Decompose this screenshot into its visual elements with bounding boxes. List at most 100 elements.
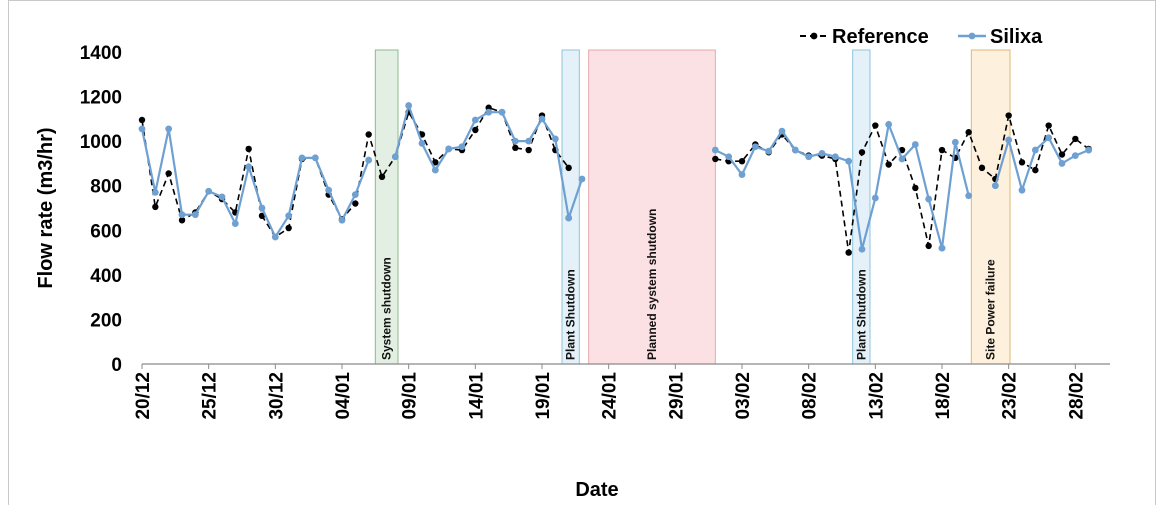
x-tick-label: 29/01 xyxy=(666,372,687,420)
data-point xyxy=(898,146,906,154)
x-tick-label: 20/12 xyxy=(133,372,154,420)
series-line xyxy=(714,120,944,250)
x-tick-label: 28/02 xyxy=(1066,372,1087,420)
data-point xyxy=(138,125,146,133)
x-tick-label: 25/12 xyxy=(200,372,221,420)
data-point xyxy=(991,182,999,190)
y-tick-label: 1200 xyxy=(80,88,122,109)
data-point xyxy=(525,137,533,145)
data-point xyxy=(165,125,173,133)
data-point xyxy=(405,102,413,109)
data-point xyxy=(925,195,933,203)
x-tick-label: 14/01 xyxy=(466,372,487,420)
data-point xyxy=(458,143,466,151)
y-tick-label: 400 xyxy=(90,266,122,287)
data-point xyxy=(791,146,799,154)
chart-frame xyxy=(8,0,1156,505)
data-point xyxy=(578,175,586,183)
data-point xyxy=(872,122,879,129)
legend: Reference Silixa xyxy=(800,26,1043,48)
data-point xyxy=(885,161,892,168)
legend-swatch-marker xyxy=(810,32,818,40)
series-silixa xyxy=(138,101,1093,253)
x-tick-label: 24/01 xyxy=(600,372,621,420)
y-tick-label: 200 xyxy=(90,310,122,331)
series-line xyxy=(141,106,570,239)
data-point xyxy=(365,156,373,164)
x-axis-title: Date xyxy=(575,479,618,501)
data-point xyxy=(725,153,733,161)
data-point xyxy=(738,171,746,178)
y-tick-label: 0 xyxy=(111,355,122,376)
data-point xyxy=(445,145,453,153)
data-point xyxy=(525,146,532,154)
data-point xyxy=(432,159,439,166)
annotation-label-1: Plant Shutdown xyxy=(564,269,578,360)
x-tick-label: 09/01 xyxy=(400,372,421,420)
data-point xyxy=(565,164,572,172)
data-point xyxy=(191,211,199,219)
data-point xyxy=(498,108,506,116)
data-point xyxy=(298,154,306,162)
x-tick-label: 30/12 xyxy=(266,372,287,420)
data-point xyxy=(1072,135,1079,143)
series-line xyxy=(394,101,570,219)
data-point xyxy=(471,116,479,124)
data-point xyxy=(285,212,293,220)
data-point xyxy=(845,157,853,165)
data-point xyxy=(1058,151,1066,158)
data-point xyxy=(805,153,813,161)
data-point xyxy=(885,121,893,128)
x-tick-label: 23/02 xyxy=(1000,372,1021,420)
y-tick-label: 800 xyxy=(90,177,122,198)
x-tick-label: 08/02 xyxy=(800,372,821,420)
y-tick-label: 1400 xyxy=(80,43,122,64)
data-point xyxy=(485,108,493,116)
data-point xyxy=(738,158,746,165)
data-point xyxy=(218,193,226,201)
data-point xyxy=(511,137,519,145)
data-point xyxy=(938,244,946,252)
data-point xyxy=(925,242,932,250)
data-point xyxy=(965,192,973,200)
data-point xyxy=(311,154,319,162)
data-point xyxy=(1058,160,1066,167)
data-point xyxy=(911,141,919,148)
data-point xyxy=(1005,136,1013,144)
legend-label-silixa: Silixa xyxy=(990,26,1043,48)
annotation-label-0: System shutdown xyxy=(380,257,394,360)
data-point xyxy=(1071,152,1079,160)
data-point xyxy=(472,126,479,134)
x-tick-label: 18/02 xyxy=(933,372,954,420)
data-point xyxy=(1085,146,1093,154)
data-point xyxy=(325,186,333,194)
x-tick-label: 04/01 xyxy=(333,372,354,420)
data-point xyxy=(1045,134,1053,142)
data-point xyxy=(1018,186,1026,194)
annotation-band-4 xyxy=(970,49,1011,365)
data-point xyxy=(351,191,359,199)
data-point xyxy=(712,155,719,163)
data-point xyxy=(565,214,573,222)
data-point xyxy=(1018,159,1026,166)
data-point xyxy=(845,249,852,256)
data-point xyxy=(978,164,986,172)
data-point xyxy=(831,153,839,161)
y-tick-label: 600 xyxy=(90,221,122,242)
data-point xyxy=(898,155,906,163)
series-layer xyxy=(138,101,1093,256)
data-point xyxy=(178,217,186,224)
series-line xyxy=(715,115,1090,253)
data-point xyxy=(258,212,266,219)
legend-label-reference: Reference xyxy=(832,26,929,48)
data-point xyxy=(965,129,972,136)
data-point xyxy=(538,115,546,123)
axes: 0 200 400 600 800 1000 1200 1400 20/12 25/12 30/12… xyxy=(80,43,1110,420)
data-point xyxy=(205,187,213,195)
data-point xyxy=(178,211,186,219)
data-point xyxy=(1045,122,1052,129)
data-point xyxy=(765,147,773,155)
annotation-label-3: Plant Shutdown xyxy=(854,269,868,360)
data-point xyxy=(1005,112,1012,119)
